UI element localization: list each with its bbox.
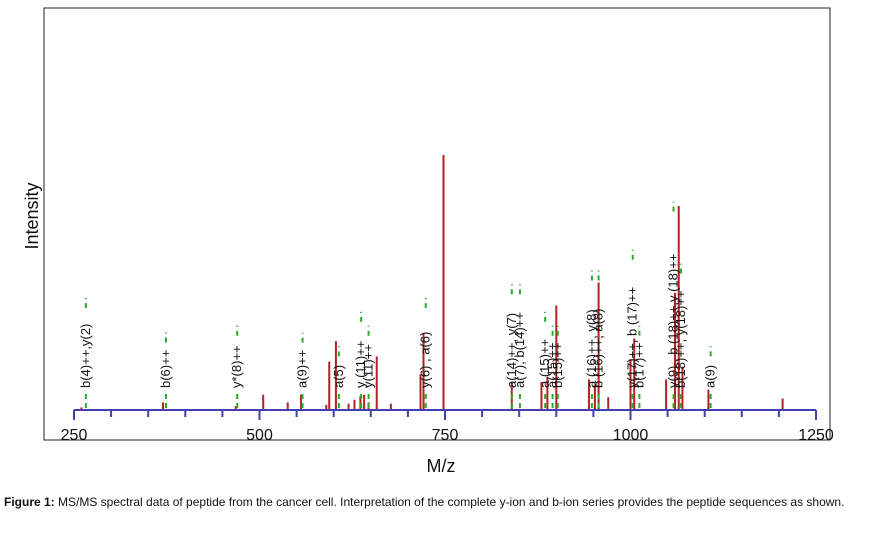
x-tick-label-750: 750 — [432, 427, 459, 444]
annotation-label-9: a(7), b(14)++ — [512, 312, 527, 388]
annotation-label-17: y(9) , b (18)++,y (18)++ — [666, 254, 681, 388]
annotation-label-4: a(5) — [331, 365, 346, 388]
annotation-label-8: a(14)++, y(7) — [504, 313, 519, 388]
x-tick-label-1250: 1250 — [798, 427, 834, 444]
annotation-label-12: b(15)++ — [550, 342, 565, 388]
x-axis — [73, 409, 817, 420]
x-axis-label: M/z — [427, 456, 456, 476]
annotation-labels-layer: b(4)++,y(2) b(6)++ y*(8)++ a(9)++ a(5) y (11)… — [78, 254, 718, 388]
plot-frame — [43, 7, 831, 441]
annotation-label-19: a(9) — [703, 365, 718, 388]
annotation-label-15: y(17)++, b (17)++ — [625, 287, 640, 388]
annotation-guides-layer — [84, 201, 712, 408]
annotation-label-1: b(6)++ — [158, 350, 173, 388]
caption-text: MS/MS spectral data of peptide from the … — [54, 495, 845, 509]
x-tick-labels: 250 500 750 1000 1250 — [61, 427, 834, 444]
figure-caption: Figure 1: MS/MS spectral data of peptide… — [4, 495, 872, 510]
x-tick-label-500: 500 — [246, 427, 273, 444]
annotation-label-7: y(6) , a(6) — [418, 332, 433, 388]
annotation-label-5: y (11)++ — [353, 341, 368, 388]
annotation-label-11: a(15)++ — [545, 342, 560, 388]
annotation-label-0: b(4)++,y(2) — [78, 324, 93, 388]
y-axis-label: Intensity — [22, 182, 42, 249]
annotation-label-6: y(11)++ — [361, 344, 376, 388]
x-tick-label-250: 250 — [61, 427, 88, 444]
caption-label: Figure 1: — [4, 495, 55, 509]
annotation-label-16: b(17)++ — [631, 342, 646, 388]
annotation-label-2: y*(8)++ — [229, 345, 244, 388]
ms-spectrum-chart: b(4)++,y(2) b(6)++ y*(8)++ a(9)++ a(5) y (11)… — [22, 7, 834, 476]
annotation-label-14: b (16)++, a(8) — [591, 309, 606, 389]
annotation-label-13: a (16)++, y(8) — [584, 309, 599, 388]
x-tick-label-1000: 1000 — [613, 427, 649, 444]
annotation-label-10: a (15)++ — [537, 339, 552, 388]
annotation-label-18: b(18)++, y(18)++ — [673, 290, 688, 388]
annotation-label-3: a(9)++ — [295, 350, 310, 388]
